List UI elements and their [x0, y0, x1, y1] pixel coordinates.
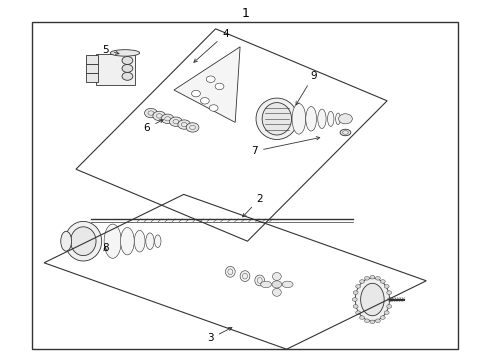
Ellipse shape [71, 227, 96, 256]
Ellipse shape [134, 230, 145, 252]
Bar [86, 55, 98, 64]
Ellipse shape [121, 228, 134, 255]
Ellipse shape [262, 103, 292, 135]
Circle shape [153, 111, 166, 121]
Circle shape [200, 98, 209, 104]
Circle shape [206, 76, 215, 82]
Circle shape [192, 90, 200, 97]
Circle shape [215, 83, 224, 90]
Ellipse shape [240, 271, 250, 282]
Circle shape [122, 72, 133, 80]
Circle shape [388, 298, 392, 301]
Circle shape [384, 285, 389, 288]
Bar [32, 22, 458, 349]
Ellipse shape [355, 278, 390, 321]
Ellipse shape [336, 113, 341, 125]
Circle shape [353, 291, 358, 294]
Circle shape [375, 319, 380, 323]
Circle shape [209, 105, 218, 111]
Bar [86, 64, 98, 73]
Ellipse shape [318, 109, 326, 129]
Text: 8: 8 [102, 243, 109, 253]
Circle shape [387, 291, 392, 294]
Circle shape [356, 311, 361, 314]
Circle shape [360, 316, 365, 319]
Text: 1: 1 [242, 7, 250, 20]
Circle shape [161, 114, 174, 123]
Polygon shape [174, 47, 240, 122]
Bar [86, 73, 98, 82]
Ellipse shape [146, 233, 154, 249]
Ellipse shape [256, 98, 297, 139]
Ellipse shape [272, 273, 281, 280]
Circle shape [272, 281, 282, 288]
Ellipse shape [327, 111, 334, 126]
Circle shape [384, 311, 389, 314]
Circle shape [186, 123, 199, 132]
Ellipse shape [272, 288, 281, 296]
Circle shape [122, 57, 133, 64]
Circle shape [356, 285, 361, 288]
Ellipse shape [261, 281, 271, 288]
Circle shape [365, 276, 369, 280]
Ellipse shape [155, 235, 161, 248]
Ellipse shape [361, 283, 384, 316]
Text: 6: 6 [144, 120, 163, 133]
Ellipse shape [110, 50, 140, 56]
Circle shape [178, 120, 191, 129]
Circle shape [370, 320, 375, 324]
Circle shape [387, 305, 392, 308]
Bar [96, 54, 135, 85]
Circle shape [380, 316, 385, 319]
Text: 4: 4 [194, 29, 229, 62]
Circle shape [380, 280, 385, 283]
Circle shape [122, 64, 133, 72]
Circle shape [360, 280, 365, 283]
Circle shape [375, 276, 380, 280]
Text: 5: 5 [102, 45, 119, 55]
Ellipse shape [255, 275, 265, 286]
Circle shape [145, 108, 157, 118]
Circle shape [352, 298, 357, 301]
Ellipse shape [282, 281, 293, 288]
Circle shape [370, 275, 375, 279]
Ellipse shape [61, 231, 72, 251]
Text: 3: 3 [207, 328, 232, 343]
Circle shape [365, 319, 369, 323]
Text: 2: 2 [243, 194, 263, 217]
Ellipse shape [340, 129, 351, 136]
Text: 9: 9 [296, 71, 317, 105]
Ellipse shape [104, 224, 122, 258]
Ellipse shape [65, 221, 102, 261]
Circle shape [170, 117, 182, 126]
Circle shape [339, 114, 352, 124]
Ellipse shape [292, 104, 306, 134]
Text: 7: 7 [251, 136, 320, 156]
Circle shape [353, 305, 358, 308]
Ellipse shape [306, 107, 317, 131]
Ellipse shape [225, 266, 235, 277]
